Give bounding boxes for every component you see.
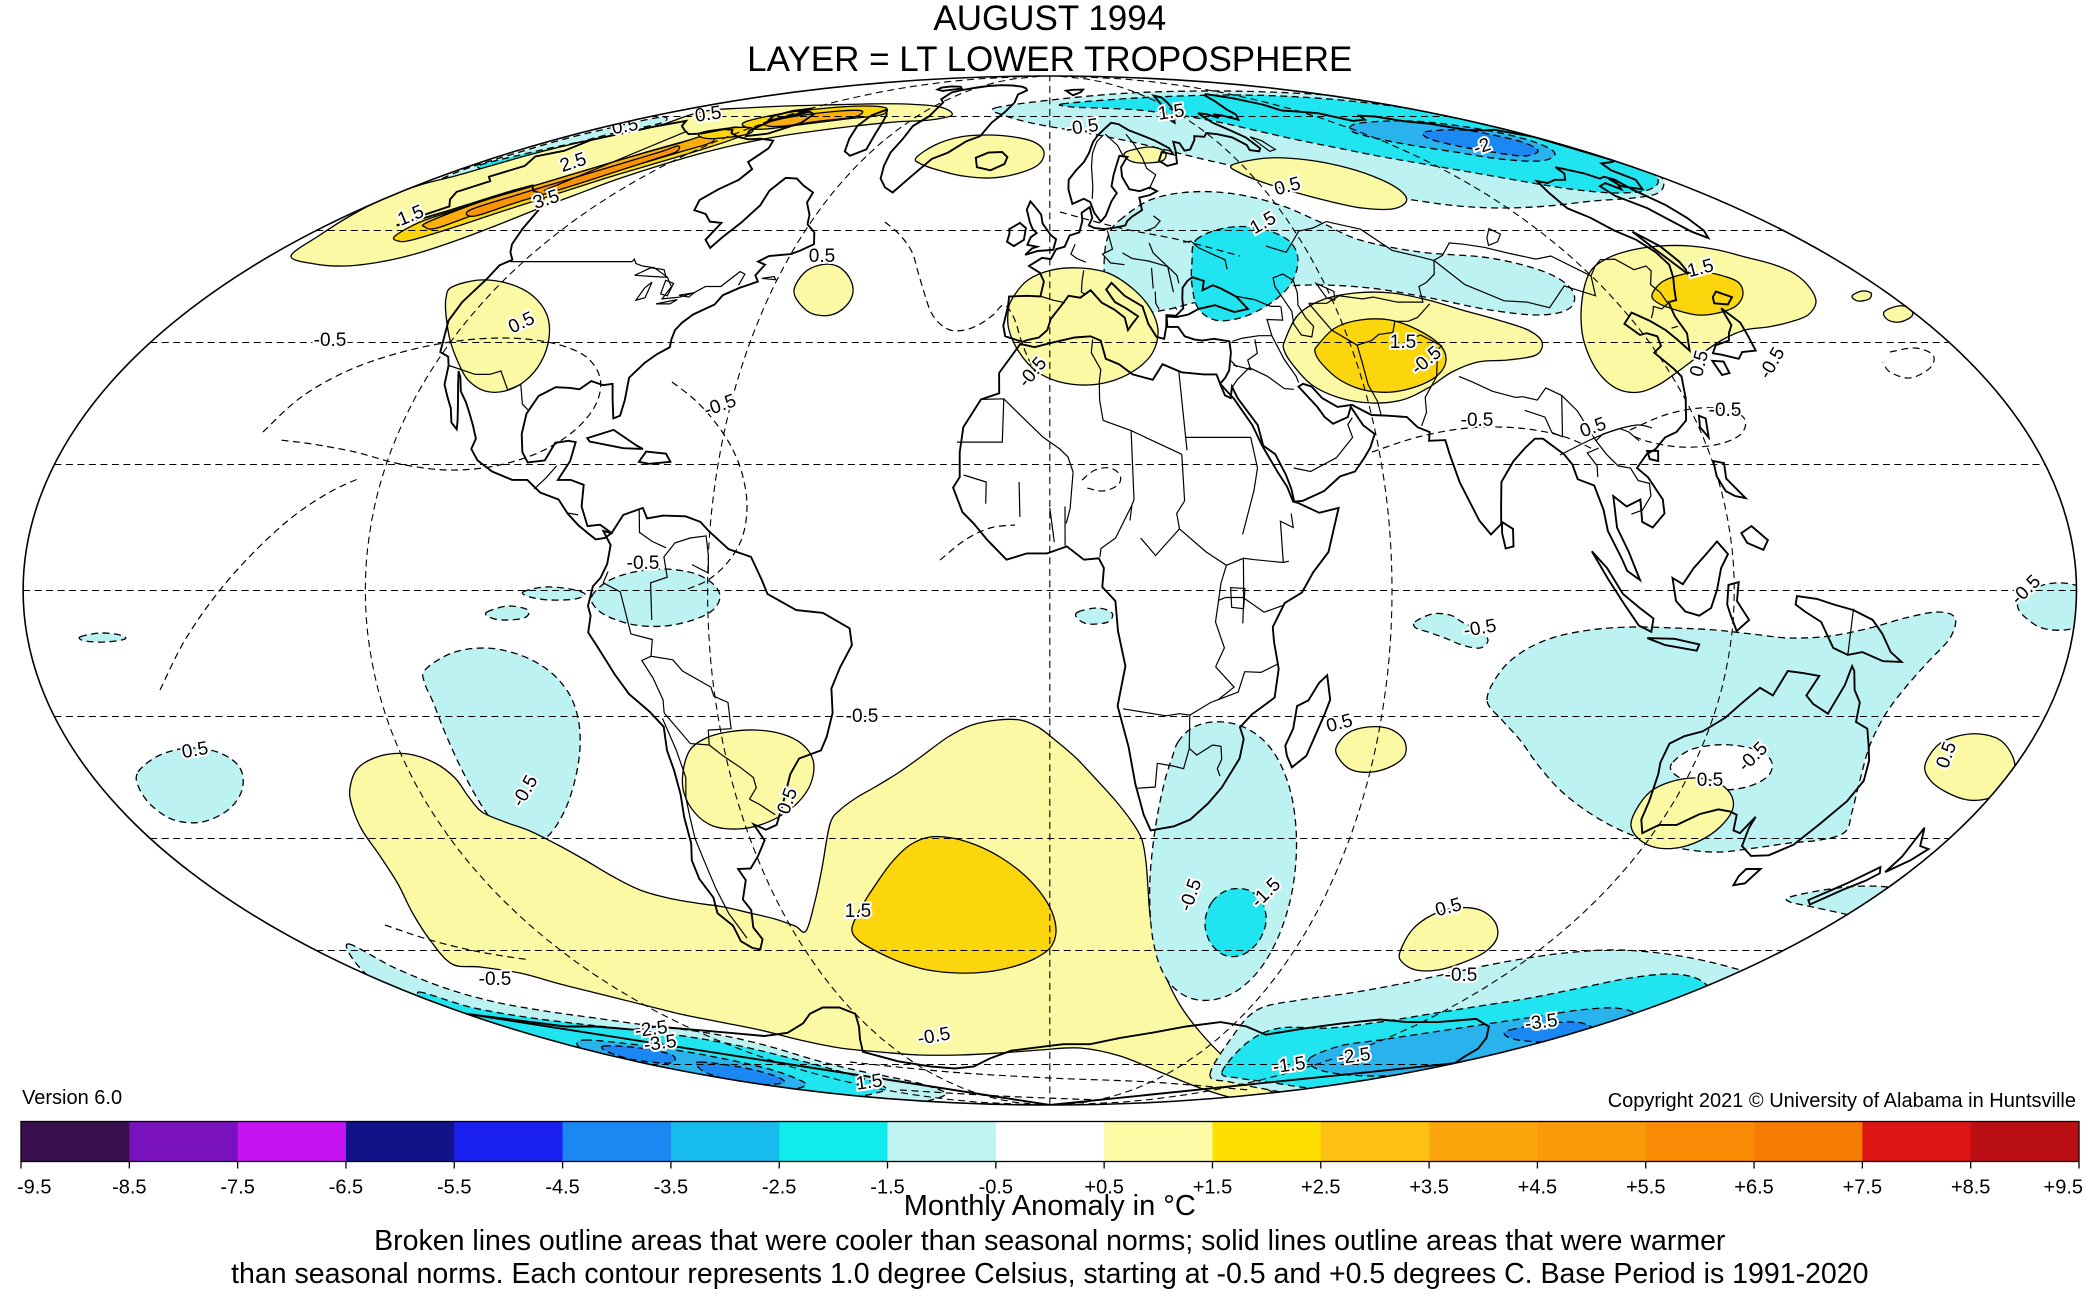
svg-text:1.5: 1.5 [1390,332,1416,353]
svg-text:-4.5: -4.5 [545,1177,579,1199]
svg-text:-0.5: -0.5 [1709,400,1742,421]
svg-text:-0.5: -0.5 [979,1177,1013,1199]
svg-text:-2.5: -2.5 [762,1177,796,1199]
svg-text:-0.5: -0.5 [314,330,347,351]
svg-text:1.5: 1.5 [855,1070,884,1094]
svg-text:AUGUST 1994: AUGUST 1994 [933,0,1166,38]
svg-text:-9.5: -9.5 [17,1177,51,1199]
svg-text:+7.5: +7.5 [1843,1177,1882,1199]
svg-text:-7.5: -7.5 [220,1177,254,1199]
svg-text:+2.5: +2.5 [1301,1177,1340,1199]
svg-text:than seasonal norms. Each cont: than seasonal norms. Each contour repres… [231,1258,1868,1290]
svg-text:-1.5: -1.5 [870,1177,904,1199]
svg-text:1.5: 1.5 [845,901,871,922]
svg-text:-0.5: -0.5 [627,553,660,574]
svg-text:+9.5: +9.5 [2044,1177,2083,1199]
svg-text:+3.5: +3.5 [1409,1177,1448,1199]
svg-text:+5.5: +5.5 [1626,1177,1665,1199]
svg-text:0.5: 0.5 [809,246,835,267]
svg-text:Version 6.0: Version 6.0 [22,1087,122,1109]
svg-text:Copyright 2021 © University of: Copyright 2021 © University of Alabama i… [1608,1090,2076,1112]
svg-text:1.5: 1.5 [1157,100,1186,124]
svg-text:LAYER = LT LOWER TROPOSPHERE: LAYER = LT LOWER TROPOSPHERE [747,40,1352,79]
svg-text:+4.5: +4.5 [1518,1177,1557,1199]
svg-text:-0.5: -0.5 [1445,965,1478,986]
svg-text:-8.5: -8.5 [112,1177,146,1199]
svg-text:-3.5: -3.5 [654,1177,688,1199]
svg-text:+0.5: +0.5 [1084,1177,1123,1199]
svg-text:+8.5: +8.5 [1951,1177,1990,1199]
svg-text:0.5: 0.5 [1697,770,1723,791]
svg-text:+1.5: +1.5 [1193,1177,1232,1199]
svg-text:Monthly Anomaly in °C: Monthly Anomaly in °C [904,1190,1196,1222]
svg-text:-0.5: -0.5 [1461,410,1494,431]
svg-text:-6.5: -6.5 [329,1177,363,1199]
svg-text:Broken lines outline areas tha: Broken lines outline areas that were coo… [374,1225,1726,1257]
svg-text:-0.5: -0.5 [479,969,512,990]
svg-text:-0.5: -0.5 [846,706,879,727]
svg-text:+6.5: +6.5 [1734,1177,1773,1199]
svg-text:-5.5: -5.5 [437,1177,471,1199]
